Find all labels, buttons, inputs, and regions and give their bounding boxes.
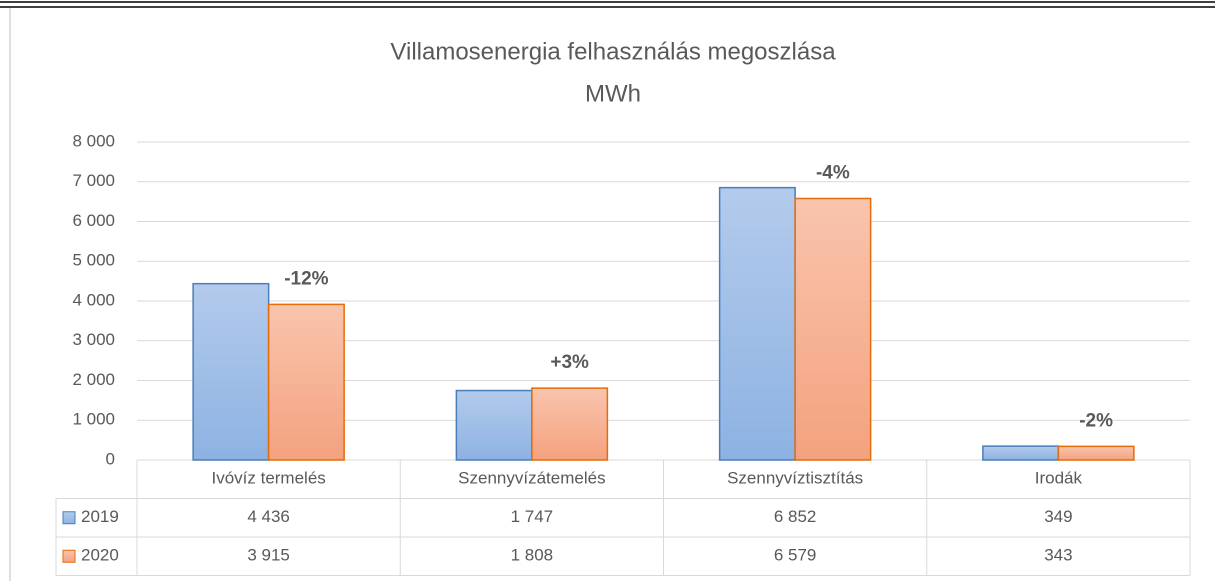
x-tick-label: Szennyvíztisztítás xyxy=(727,469,863,488)
table-value: 4 436 xyxy=(247,507,290,526)
x-tick-label: Szennyvízátemelés xyxy=(458,469,605,488)
y-tick-label: 2 000 xyxy=(72,370,115,389)
bar xyxy=(267,303,345,461)
y-tick-label: 5 000 xyxy=(72,251,115,270)
y-tick-label: 1 000 xyxy=(72,410,115,429)
y-tick-label: 8 000 xyxy=(72,131,115,150)
change-label: -4% xyxy=(816,163,850,184)
table-value: 1 808 xyxy=(511,546,554,565)
legend-key xyxy=(62,511,76,525)
x-tick-label: Irodák xyxy=(1035,469,1083,488)
bar xyxy=(455,389,533,461)
change-label: -12% xyxy=(284,268,328,289)
y-tick-label: 3 000 xyxy=(72,330,115,349)
table-value: 6 852 xyxy=(774,507,817,526)
bar xyxy=(192,282,270,461)
y-tick-label: 6 000 xyxy=(72,211,115,230)
table-value: 1 747 xyxy=(511,507,554,526)
bar xyxy=(718,186,796,461)
legend-key xyxy=(62,549,76,563)
chart-title: Villamosenergia felhasználás megoszlása xyxy=(390,38,836,65)
table-value: 349 xyxy=(1044,507,1072,526)
y-tick-label: 4 000 xyxy=(72,290,115,309)
x-tick-label: Ivóvíz termelés xyxy=(211,469,325,488)
legend-label: 2019 xyxy=(81,507,119,526)
change-label: -2% xyxy=(1079,410,1113,431)
change-label: +3% xyxy=(550,352,589,373)
bar xyxy=(794,197,872,461)
y-tick-label: 7 000 xyxy=(72,171,115,190)
bar xyxy=(982,445,1060,461)
table-value: 3 915 xyxy=(247,546,290,565)
chart-subtitle: MWh xyxy=(585,80,641,107)
legend-label: 2020 xyxy=(81,546,119,565)
table-value: 343 xyxy=(1044,546,1072,565)
bar xyxy=(531,387,609,461)
bar xyxy=(1057,445,1135,461)
table-value: 6 579 xyxy=(774,546,817,565)
y-tick-label: 0 xyxy=(106,449,115,468)
